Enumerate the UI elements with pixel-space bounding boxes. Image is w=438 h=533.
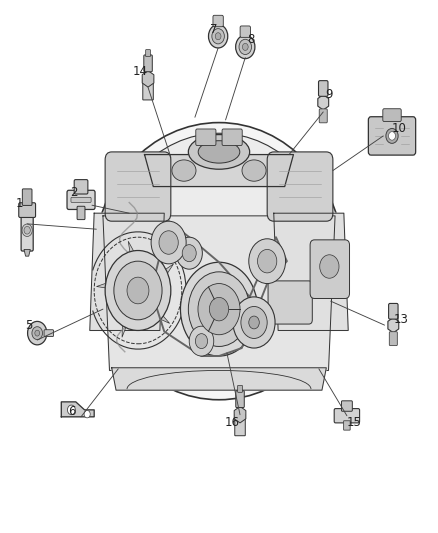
Circle shape xyxy=(188,272,250,346)
Polygon shape xyxy=(112,368,326,390)
Polygon shape xyxy=(61,402,94,417)
FancyBboxPatch shape xyxy=(19,203,35,217)
Circle shape xyxy=(320,255,339,278)
Circle shape xyxy=(22,224,32,237)
FancyBboxPatch shape xyxy=(268,281,312,324)
Circle shape xyxy=(239,39,251,54)
Polygon shape xyxy=(148,264,173,287)
FancyBboxPatch shape xyxy=(389,332,397,345)
FancyBboxPatch shape xyxy=(222,129,242,146)
FancyBboxPatch shape xyxy=(310,240,350,298)
FancyBboxPatch shape xyxy=(144,55,152,72)
Circle shape xyxy=(242,43,248,51)
Polygon shape xyxy=(128,241,138,277)
FancyBboxPatch shape xyxy=(389,303,398,319)
Circle shape xyxy=(180,262,258,356)
Polygon shape xyxy=(90,213,164,330)
FancyBboxPatch shape xyxy=(146,50,150,56)
Text: 6: 6 xyxy=(68,405,76,418)
Circle shape xyxy=(209,297,229,321)
FancyBboxPatch shape xyxy=(44,330,53,336)
FancyBboxPatch shape xyxy=(318,80,328,96)
Circle shape xyxy=(249,316,259,329)
Polygon shape xyxy=(142,71,154,87)
Text: 1: 1 xyxy=(16,197,24,210)
Circle shape xyxy=(182,245,196,262)
FancyBboxPatch shape xyxy=(368,117,416,155)
FancyBboxPatch shape xyxy=(238,385,242,392)
Circle shape xyxy=(249,239,286,284)
Text: 9: 9 xyxy=(325,88,332,101)
Polygon shape xyxy=(144,301,170,324)
Circle shape xyxy=(24,227,30,234)
FancyBboxPatch shape xyxy=(71,197,91,203)
Polygon shape xyxy=(388,318,399,333)
FancyBboxPatch shape xyxy=(383,109,401,122)
FancyBboxPatch shape xyxy=(196,129,216,146)
Circle shape xyxy=(236,35,255,59)
Ellipse shape xyxy=(172,160,196,181)
Circle shape xyxy=(195,334,208,349)
FancyBboxPatch shape xyxy=(77,206,85,220)
Circle shape xyxy=(386,128,398,143)
Ellipse shape xyxy=(188,135,250,169)
Text: 15: 15 xyxy=(346,416,361,429)
Circle shape xyxy=(28,321,47,345)
FancyBboxPatch shape xyxy=(235,414,245,436)
Polygon shape xyxy=(103,216,335,370)
Circle shape xyxy=(389,132,396,140)
Circle shape xyxy=(67,405,75,415)
Text: 8: 8 xyxy=(248,33,255,46)
FancyBboxPatch shape xyxy=(334,409,360,423)
Circle shape xyxy=(35,330,39,336)
Circle shape xyxy=(32,327,42,340)
Circle shape xyxy=(189,326,214,356)
Polygon shape xyxy=(234,407,246,423)
Circle shape xyxy=(215,33,221,40)
Circle shape xyxy=(159,231,178,254)
Polygon shape xyxy=(145,155,293,187)
Polygon shape xyxy=(96,280,127,290)
Ellipse shape xyxy=(242,160,266,181)
FancyBboxPatch shape xyxy=(319,109,327,123)
FancyBboxPatch shape xyxy=(342,401,352,411)
FancyBboxPatch shape xyxy=(21,214,33,251)
Ellipse shape xyxy=(94,123,344,400)
Polygon shape xyxy=(24,249,30,256)
FancyBboxPatch shape xyxy=(344,421,350,430)
Polygon shape xyxy=(122,301,131,337)
Circle shape xyxy=(127,277,149,304)
Circle shape xyxy=(84,410,90,418)
Circle shape xyxy=(233,297,275,348)
Circle shape xyxy=(198,284,240,335)
Text: 10: 10 xyxy=(392,123,407,135)
FancyBboxPatch shape xyxy=(74,180,88,194)
Polygon shape xyxy=(274,213,348,330)
Polygon shape xyxy=(318,95,328,110)
FancyBboxPatch shape xyxy=(67,190,95,209)
Text: 16: 16 xyxy=(225,416,240,429)
Circle shape xyxy=(208,25,228,48)
FancyBboxPatch shape xyxy=(213,15,223,27)
Text: 2: 2 xyxy=(70,187,78,199)
Text: 7: 7 xyxy=(210,23,218,36)
FancyBboxPatch shape xyxy=(267,152,333,221)
FancyBboxPatch shape xyxy=(240,26,251,37)
FancyBboxPatch shape xyxy=(143,78,153,100)
Circle shape xyxy=(151,221,186,264)
Circle shape xyxy=(241,306,267,338)
Circle shape xyxy=(114,261,162,320)
Circle shape xyxy=(176,237,202,269)
Ellipse shape xyxy=(198,141,240,163)
FancyBboxPatch shape xyxy=(105,152,171,221)
Text: 13: 13 xyxy=(393,313,408,326)
Circle shape xyxy=(105,251,171,330)
Circle shape xyxy=(258,249,277,273)
Circle shape xyxy=(212,29,224,44)
Text: 5: 5 xyxy=(25,319,32,332)
FancyBboxPatch shape xyxy=(22,189,32,205)
FancyBboxPatch shape xyxy=(236,391,244,408)
Ellipse shape xyxy=(105,133,333,389)
Text: 14: 14 xyxy=(133,65,148,78)
